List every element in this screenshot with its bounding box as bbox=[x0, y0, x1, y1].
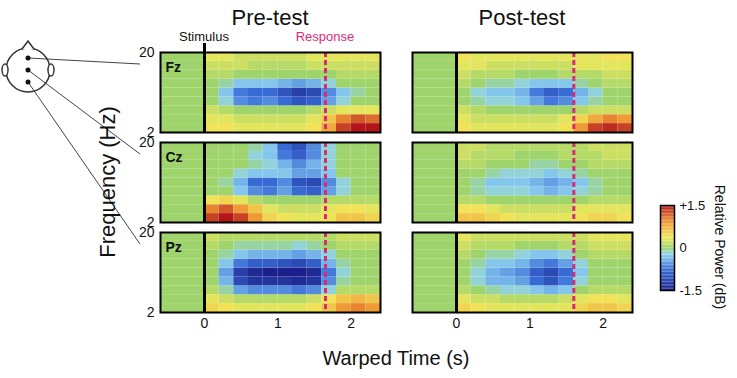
html-text:Frequency (Hz): Frequency (Hz) bbox=[95, 106, 120, 258]
html-text:Pre-test: Pre-test bbox=[231, 5, 309, 30]
svg-text:Pz: Pz bbox=[166, 239, 182, 255]
svg-text:+1.5: +1.5 bbox=[680, 198, 706, 213]
svg-text:2: 2 bbox=[347, 315, 355, 331]
html-text:Warped Time (s): Warped Time (s) bbox=[322, 346, 470, 369]
svg-text:0: 0 bbox=[680, 240, 687, 255]
svg-text:2: 2 bbox=[146, 214, 155, 230]
svg-text:Cz: Cz bbox=[166, 149, 183, 165]
html-text:Response: Response bbox=[295, 28, 355, 44]
svg-text:20: 20 bbox=[139, 44, 155, 60]
svg-text:2: 2 bbox=[146, 124, 155, 140]
svg-text:20: 20 bbox=[139, 224, 155, 240]
svg-text:2: 2 bbox=[147, 304, 155, 320]
svg-text:-1.5: -1.5 bbox=[680, 283, 702, 298]
svg-text:0: 0 bbox=[453, 315, 461, 331]
html-text:Post-test: Post-test bbox=[478, 5, 566, 30]
html-text:Stimulus: Stimulus bbox=[179, 28, 229, 44]
svg-text:1: 1 bbox=[526, 315, 534, 331]
svg-text:20: 20 bbox=[139, 134, 155, 150]
html-text:Relative Power (dB): Relative Power (dB) bbox=[712, 184, 728, 310]
svg-text:0: 0 bbox=[201, 315, 209, 331]
svg-text:2: 2 bbox=[599, 315, 607, 331]
svg-text:1: 1 bbox=[274, 315, 282, 331]
svg-text:Fz: Fz bbox=[166, 59, 182, 75]
